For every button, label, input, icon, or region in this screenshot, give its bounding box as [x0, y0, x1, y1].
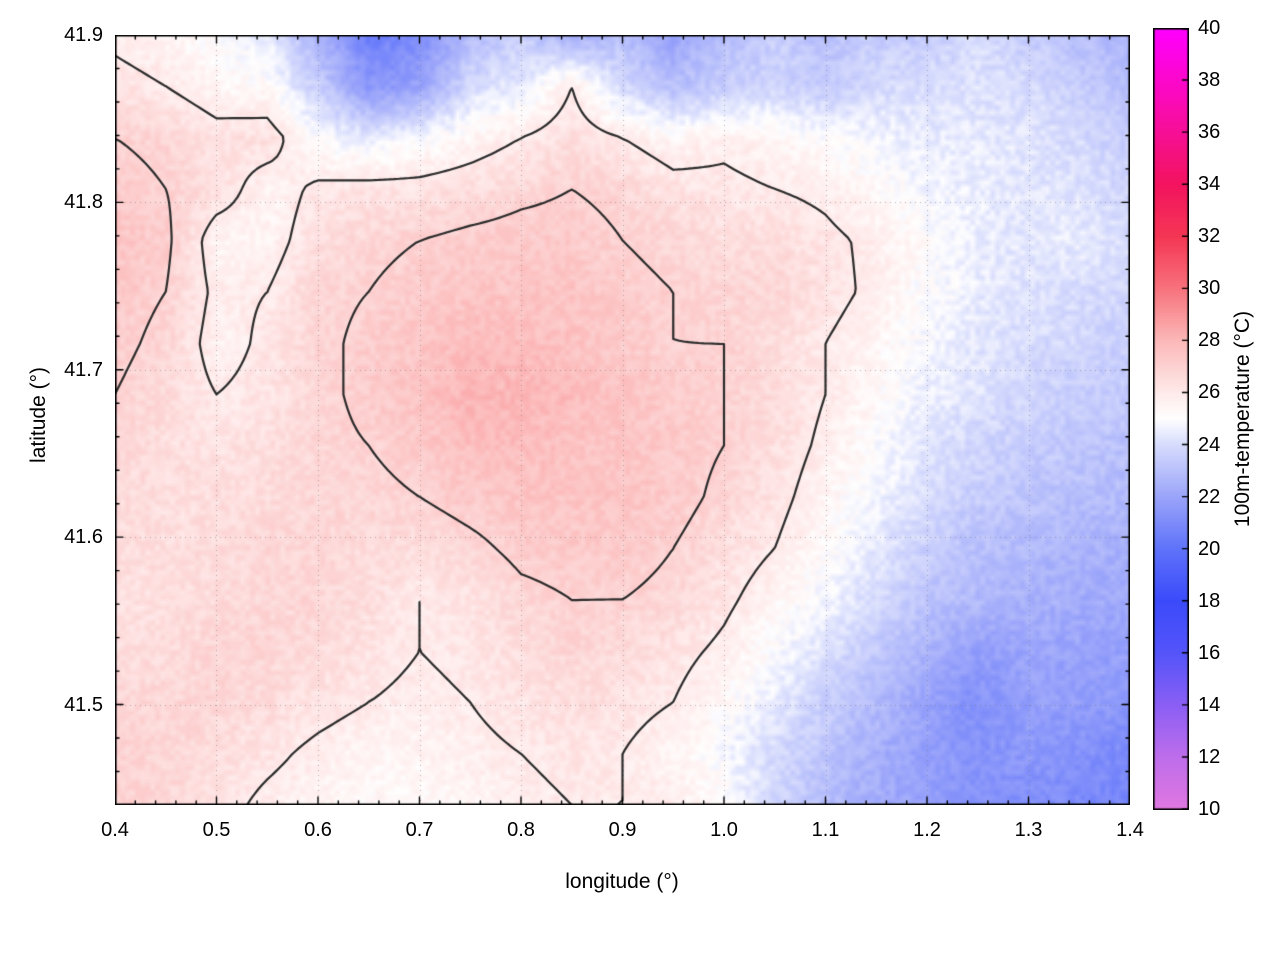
colorbar-tick-label: 18 [1198, 589, 1221, 612]
colorbar-tick-label: 32 [1198, 225, 1221, 248]
colorbar-tick-label: 40 [1198, 17, 1221, 39]
colorbar-tick-label: 16 [1198, 641, 1221, 664]
y-tick-label: 41.9 [64, 24, 103, 46]
x-tick-label: 0.9 [608, 819, 637, 841]
x-tick-label: 0.8 [507, 819, 535, 841]
x-tick-label: 0.6 [304, 819, 332, 841]
colorbar-tick-label: 30 [1198, 277, 1221, 300]
x-tick-label: 1.3 [1014, 819, 1043, 841]
x-tick-label: 0.5 [202, 819, 231, 841]
colorbar-tick-label: 20 [1198, 537, 1221, 560]
colorbar-tick-label: 12 [1198, 745, 1221, 768]
x-tick-label: 1.2 [913, 819, 941, 841]
x-tick-label: 1.4 [1116, 819, 1144, 841]
colorbar-tick-label: 14 [1198, 693, 1221, 716]
y-tick-label: 41.7 [64, 358, 103, 381]
x-axis-label: longitude (°) [565, 870, 679, 893]
colorbar-tick-label: 26 [1198, 381, 1221, 404]
colorbar [1153, 28, 1189, 810]
colorbar-tick-label: 10 [1198, 798, 1221, 820]
y-tick-label: 41.5 [64, 693, 103, 716]
heatmap-plot [115, 35, 1130, 805]
colorbar-tick-label: 34 [1198, 173, 1221, 196]
x-tick-label: 0.7 [405, 819, 434, 841]
y-tick-label: 41.6 [64, 526, 103, 549]
colorbar-tick-label: 28 [1198, 329, 1221, 352]
colorbar-tick-label: 38 [1198, 69, 1221, 92]
x-tick-label: 1.0 [710, 819, 738, 841]
y-axis-label: latitude (°) [27, 367, 50, 463]
y-tick-label: 41.8 [64, 191, 103, 214]
colorbar-tick-label: 22 [1198, 485, 1221, 508]
colorbar-tick-label: 24 [1198, 433, 1221, 456]
colorbar-label: 100m-temperature (°C) [1231, 310, 1254, 528]
x-tick-label: 0.4 [101, 819, 129, 841]
colorbar-tick-label: 36 [1198, 121, 1221, 144]
x-tick-label: 1.1 [811, 819, 840, 841]
